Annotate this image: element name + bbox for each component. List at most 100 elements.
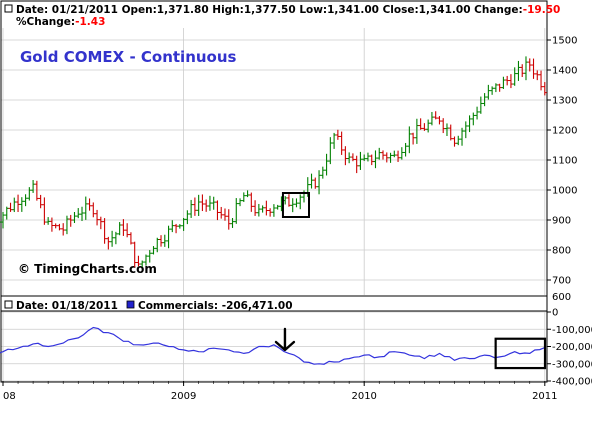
ohlc-bar xyxy=(542,82,547,96)
ohlc-bar xyxy=(12,197,17,213)
ohlc-bar xyxy=(159,235,164,247)
ohlc-bar xyxy=(392,150,397,158)
ohlc-bar xyxy=(358,151,363,170)
lower-y-axis: 0 -100,000 -200,000 -300,000 -400,000 xyxy=(547,308,592,388)
ohlc-bar xyxy=(444,123,449,136)
ohlc-bar xyxy=(384,152,389,163)
ohlc-bar xyxy=(422,123,427,131)
ohlc-bar xyxy=(211,196,216,210)
highlight-box-upper xyxy=(281,192,311,218)
ohlc-bar xyxy=(539,70,544,91)
ohlc-bar xyxy=(238,198,243,207)
down-arrow-icon xyxy=(274,327,296,352)
ohlc-bar xyxy=(34,180,39,201)
ohlc-bar xyxy=(508,74,513,89)
ohlc-bar xyxy=(260,205,265,213)
ohlc-bar xyxy=(339,131,344,155)
ohlc-bar xyxy=(241,192,246,202)
ohlc-bar xyxy=(505,75,510,86)
ohlc-bar xyxy=(8,202,13,212)
header-marker-icon xyxy=(4,4,13,13)
ohlc-bar xyxy=(414,118,419,144)
ohlc-bar xyxy=(117,222,122,236)
ohlc-bar xyxy=(463,121,468,139)
ohlc-bar xyxy=(433,111,438,120)
ohlc-bar xyxy=(200,194,205,212)
ohlc-bar xyxy=(482,93,487,107)
ohlc-bar xyxy=(162,234,167,247)
x-tick-label: 2010 xyxy=(351,391,376,402)
ohlc-bar xyxy=(87,198,92,211)
ohlc-bar xyxy=(399,147,404,160)
ohlc-bar xyxy=(475,106,480,120)
ohlc-bar xyxy=(452,136,457,147)
x-axis: 08 2009 2010 2011 xyxy=(2,381,558,402)
lower-y-tick-label: -100,000 xyxy=(552,325,592,336)
ohlc-bar xyxy=(19,197,24,212)
upper-y-tick-label: 1300 xyxy=(552,96,577,107)
ohlc-bar xyxy=(16,194,21,213)
ohlc-bar xyxy=(125,223,130,238)
ohlc-bar xyxy=(486,84,491,100)
upper-y-tick-label: 800 xyxy=(552,246,571,257)
ohlc-bar xyxy=(256,203,261,217)
ohlc-bar xyxy=(317,170,322,195)
ohlc-bar xyxy=(249,192,254,212)
upper-y-tick-label: 600 xyxy=(552,292,571,303)
upper-y-tick-label: 1500 xyxy=(552,36,577,47)
lower-grid xyxy=(1,311,547,382)
ohlc-bars xyxy=(0,56,547,268)
ohlc-bar xyxy=(102,218,107,244)
ohlc-bar xyxy=(222,208,227,221)
upper-y-tick-label: 1100 xyxy=(552,156,577,167)
ohlc-bar xyxy=(177,224,182,229)
ohlc-bar xyxy=(38,194,43,209)
ohlc-bar xyxy=(147,250,152,263)
ohlc-bar xyxy=(286,194,291,207)
ohlc-bar xyxy=(275,204,280,210)
header-change-value: -19.50 xyxy=(523,4,561,16)
ohlc-bar xyxy=(0,221,2,223)
ohlc-bar xyxy=(407,126,412,154)
ohlc-bar xyxy=(448,124,453,141)
ohlc-bar xyxy=(497,83,502,92)
ohlc-bar xyxy=(189,199,194,218)
ohlc-bar xyxy=(523,56,528,81)
ohlc-bar xyxy=(151,246,156,255)
ohlc-bar xyxy=(57,223,62,231)
ohlc-bar xyxy=(347,152,352,164)
lower-date-label: Date: 01/18/2011 xyxy=(16,300,118,312)
header-row2: %Change:-1.43 xyxy=(16,16,105,28)
ohlc-bar xyxy=(381,150,386,160)
upper-y-tick-label: 700 xyxy=(552,276,571,287)
ohlc-bar xyxy=(343,146,348,166)
ohlc-bar xyxy=(460,127,465,146)
ohlc-bar xyxy=(313,177,318,189)
header-row1: Date: 01/21/2011 Open:1,371.80 High:1,37… xyxy=(16,4,560,16)
ohlc-bar xyxy=(140,260,145,268)
ohlc-bar xyxy=(456,135,461,146)
ohlc-bar xyxy=(170,220,175,233)
lower-header-marker-icon xyxy=(4,300,13,309)
ohlc-bar xyxy=(264,200,269,216)
ohlc-bar xyxy=(373,150,378,169)
ohlc-bar xyxy=(403,142,408,157)
highlight-box-lower xyxy=(494,337,547,370)
ohlc-bar xyxy=(234,198,239,224)
ohlc-bar xyxy=(98,216,103,230)
ohlc-bar xyxy=(174,223,179,234)
ohlc-bar xyxy=(121,219,126,236)
ohlc-bar xyxy=(369,154,374,166)
ohlc-bar xyxy=(64,215,69,235)
ohlc-bar xyxy=(61,223,66,236)
ohlc-bar xyxy=(230,217,235,228)
ohlc-bar xyxy=(332,132,337,149)
ohlc-bar xyxy=(362,154,367,161)
chart-title: Gold COMEX - Continuous xyxy=(20,48,237,66)
upper-y-tick-label: 1200 xyxy=(552,126,577,137)
ohlc-bar xyxy=(95,209,100,226)
ohlc-bar xyxy=(271,204,276,217)
ohlc-bar xyxy=(335,129,340,140)
ohlc-bar xyxy=(53,223,58,229)
ohlc-bar xyxy=(437,116,442,125)
